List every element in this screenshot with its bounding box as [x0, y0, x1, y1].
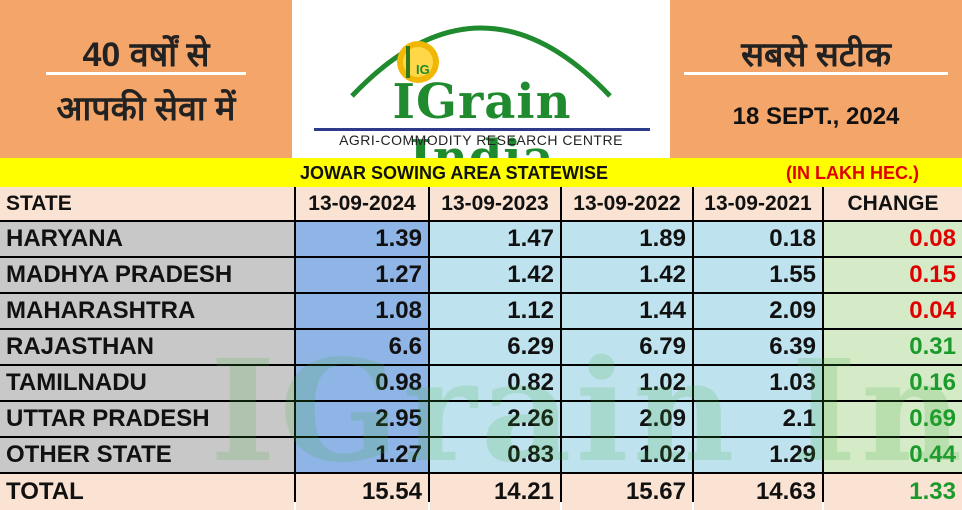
- area-value: 1.27: [296, 258, 428, 292]
- brand-underline: [314, 128, 650, 131]
- area-value: 14.63: [694, 474, 822, 510]
- change-value: 0.08: [824, 222, 962, 256]
- header-banner: 40 वर्षों से आपकी सेवा में IG IGrain Ind…: [0, 0, 962, 186]
- area-value: 1.55: [694, 258, 822, 292]
- area-value: 1.42: [562, 258, 692, 292]
- header-change: CHANGE: [824, 187, 962, 220]
- area-value: 0.83: [430, 438, 560, 472]
- area-value: 6.29: [430, 330, 560, 364]
- area-value: 1.42: [430, 258, 560, 292]
- state-name: TAMILNADU: [0, 366, 294, 400]
- change-value: 0.31: [824, 330, 962, 364]
- state-name: OTHER STATE: [0, 438, 294, 472]
- state-name: RAJASTHAN: [0, 330, 294, 364]
- tagline-divider: [684, 72, 948, 75]
- area-value: 0.18: [694, 222, 822, 256]
- area-value: 2.26: [430, 402, 560, 436]
- area-value: 1.12: [430, 294, 560, 328]
- logo-letters: IG: [416, 62, 430, 77]
- state-name: UTTAR PRADESH: [0, 402, 294, 436]
- report-title: JOWAR SOWING AREA STATEWISE: [300, 163, 609, 183]
- motto-divider: [46, 72, 246, 75]
- area-value: 1.02: [562, 438, 692, 472]
- motto-line-2: आपकी सेवा में: [56, 90, 236, 128]
- area-value: 2.1: [694, 402, 822, 436]
- area-value: 14.21: [430, 474, 560, 510]
- area-value: 1.39: [296, 222, 428, 256]
- header-state: STATE: [0, 187, 294, 220]
- area-value: 15.54: [296, 474, 428, 510]
- area-value: 1.29: [694, 438, 822, 472]
- area-value: 1.47: [430, 222, 560, 256]
- sowing-table: STATE 13-09-2024 13-09-2023 13-09-2022 13-09…: [0, 187, 962, 510]
- brand-subtitle: AGRI-COMMODITY RESEARCH CENTRE: [339, 132, 623, 148]
- area-value: 2.09: [562, 402, 692, 436]
- date-panel: सबसे सटीक 18 SEPT., 2024: [670, 0, 962, 158]
- header-date-column: 13-09-2023: [430, 187, 560, 220]
- total-label: TOTAL: [0, 474, 294, 510]
- change-value: 1.33: [824, 474, 962, 510]
- change-value: 0.69: [824, 402, 962, 436]
- logo-arc-icon: IG: [350, 25, 612, 98]
- change-value: 0.44: [824, 438, 962, 472]
- header-date-column: 13-09-2022: [562, 187, 692, 220]
- area-value: 6.79: [562, 330, 692, 364]
- area-value: 1.08: [296, 294, 428, 328]
- state-name: HARYANA: [0, 222, 294, 256]
- area-value: 0.98: [296, 366, 428, 400]
- area-value: 2.09: [694, 294, 822, 328]
- motto-line-1: 40 वर्षों से: [82, 36, 210, 74]
- tagline: सबसे सटीक: [741, 36, 891, 74]
- logo-panel: IG IGrain India AGRI-COMMODITY RESEARCH …: [292, 0, 670, 186]
- area-value: 15.67: [562, 474, 692, 510]
- change-value: 0.15: [824, 258, 962, 292]
- header-date-column: 13-09-2021: [694, 187, 822, 220]
- area-value: 0.82: [430, 366, 560, 400]
- area-value: 1.02: [562, 366, 692, 400]
- header-date-column: 13-09-2024: [296, 187, 428, 220]
- area-value: 2.95: [296, 402, 428, 436]
- state-name: MADHYA PRADESH: [0, 258, 294, 292]
- unit-label: (IN LAKH HEC.): [786, 163, 919, 183]
- area-value: 6.39: [694, 330, 822, 364]
- area-value: 1.03: [694, 366, 822, 400]
- area-value: 1.89: [562, 222, 692, 256]
- change-value: 0.04: [824, 294, 962, 328]
- change-value: 0.16: [824, 366, 962, 400]
- motto-panel: 40 वर्षों से आपकी सेवा में: [0, 0, 292, 158]
- state-name: MAHARASHTRA: [0, 294, 294, 328]
- title-bar: [0, 158, 962, 187]
- area-value: 1.27: [296, 438, 428, 472]
- area-value: 6.6: [296, 330, 428, 364]
- area-value: 1.44: [562, 294, 692, 328]
- report-date: 18 SEPT., 2024: [732, 103, 900, 130]
